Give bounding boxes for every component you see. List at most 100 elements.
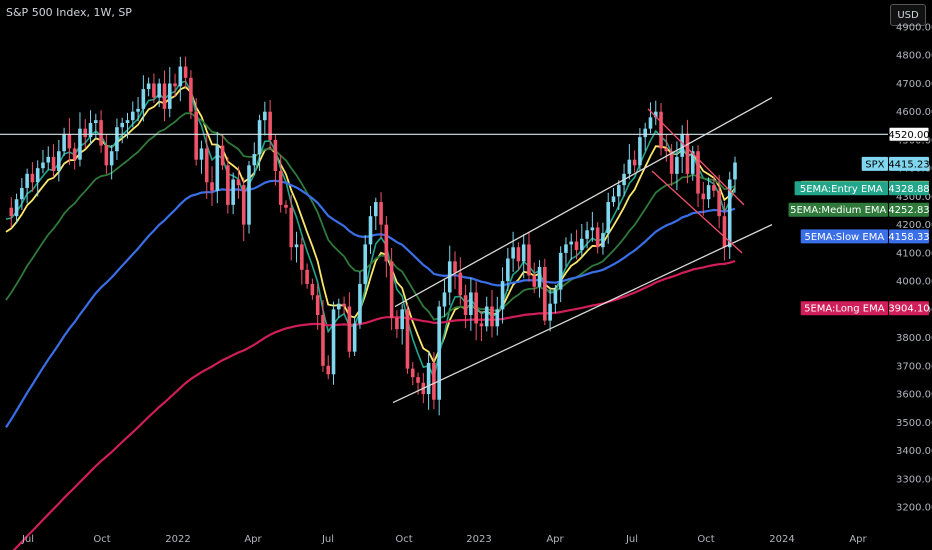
y-tick-label: 4800.00 [896, 51, 932, 62]
candle [294, 231, 299, 263]
candle [712, 176, 716, 198]
candle [706, 177, 711, 208]
candle-body [204, 148, 209, 183]
price-tag-label-bg [800, 229, 888, 244]
candle-body [146, 83, 151, 90]
candle [310, 278, 315, 300]
price-tag-label-bg [788, 202, 888, 217]
y-tick-label: 4900.00 [896, 23, 932, 34]
candle [537, 260, 542, 298]
candle [580, 223, 584, 257]
candle-body [210, 182, 214, 191]
candle-body [300, 244, 304, 270]
candle-body [722, 216, 727, 248]
candle [543, 258, 547, 326]
candle [474, 281, 478, 341]
candle-body [130, 111, 135, 121]
candle [373, 197, 378, 231]
x-tick-label: Oct [697, 534, 714, 545]
candle [558, 246, 563, 303]
candle [220, 134, 225, 170]
candle-body [675, 156, 679, 174]
currency-button[interactable]: USD [890, 4, 926, 26]
candle-body [712, 185, 716, 191]
candle-body [511, 247, 515, 259]
candle-body [99, 120, 103, 146]
price-tag-label: SPX [865, 159, 884, 170]
price-tag-label-bg [861, 156, 888, 171]
candle [178, 56, 183, 102]
candle-body [315, 295, 320, 315]
candle-body [442, 292, 447, 307]
candle [252, 142, 257, 176]
price-tag-entry: 4328.88 5EMA:Entry EMA [794, 181, 930, 196]
price-tag-value: 4158.33 [888, 232, 929, 243]
price-tag-label: 5EMA:Entry EMA [800, 184, 883, 195]
candle-body [690, 151, 695, 174]
candle [9, 197, 14, 228]
candle-body [30, 173, 35, 183]
candle [495, 296, 500, 336]
candle [109, 145, 114, 180]
candle [173, 73, 177, 97]
candle [215, 131, 220, 204]
candle [115, 118, 119, 160]
candle [601, 222, 605, 255]
candle [152, 73, 156, 103]
candle [278, 155, 283, 213]
candle-body [199, 148, 204, 160]
price-tag-value-bg [889, 181, 929, 196]
candle-body [458, 272, 463, 296]
candle-body [14, 199, 19, 217]
candle [99, 110, 103, 153]
candle [337, 298, 341, 319]
candle [638, 127, 642, 170]
candle [564, 237, 568, 267]
y-tick-label: 4000.00 [896, 277, 932, 288]
candle [368, 205, 373, 254]
candle-body [432, 363, 436, 400]
price-tag-spx: 4415.23 SPX [861, 156, 930, 171]
y-tick-label: 4600.00 [896, 107, 932, 118]
candle-body [115, 127, 119, 152]
candle [727, 171, 732, 259]
candle [342, 296, 346, 315]
candle-body [231, 179, 235, 205]
candle-body [25, 173, 29, 188]
candle [226, 157, 230, 214]
candle-body [326, 365, 331, 375]
candle [25, 168, 29, 204]
candle [400, 304, 404, 345]
y-tick-label: 3700.00 [896, 361, 932, 372]
candle [664, 134, 669, 162]
candle [305, 263, 309, 289]
candle [67, 118, 72, 165]
candle [183, 56, 188, 88]
candle-body [537, 267, 542, 287]
candle-body [669, 151, 674, 174]
candle-body [395, 317, 399, 330]
candle [363, 235, 368, 290]
candle [289, 194, 294, 261]
candle-body [310, 283, 315, 296]
candle-body [67, 134, 72, 149]
candle-body [51, 156, 56, 171]
candle-body [83, 128, 88, 138]
candle [606, 192, 611, 244]
candle [548, 287, 552, 332]
candle [426, 351, 431, 410]
candle-body [294, 244, 299, 248]
candle-body [733, 162, 737, 180]
x-tick-label: 2023 [466, 534, 491, 545]
candle [62, 127, 66, 157]
candle [120, 117, 125, 144]
candle [500, 267, 505, 324]
candle [210, 166, 214, 206]
candle [701, 181, 706, 216]
candle-body [632, 159, 637, 166]
candle [204, 133, 209, 199]
candle [347, 292, 352, 358]
